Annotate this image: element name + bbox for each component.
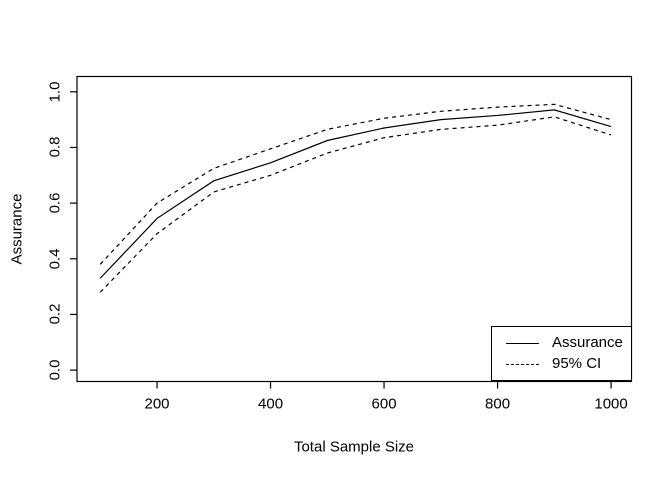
y-tick-label: 1.0 bbox=[46, 81, 64, 103]
series-line-1 bbox=[99, 103, 612, 265]
y-tick-label: 0.2 bbox=[46, 303, 64, 325]
legend-entry-assurance: Assurance bbox=[506, 334, 631, 352]
y-axis-title: Assurance bbox=[8, 193, 26, 265]
y-tick-label: 0.6 bbox=[46, 192, 64, 214]
plot-box bbox=[76, 75, 633, 383]
x-tick-label: 400 bbox=[258, 395, 284, 413]
series-line-0 bbox=[99, 109, 612, 279]
x-tick-label: 600 bbox=[371, 395, 397, 413]
y-tick-label: 0.8 bbox=[46, 137, 64, 158]
x-axis-title: Total Sample Size bbox=[293, 438, 415, 456]
series-line-2 bbox=[99, 116, 612, 293]
legend-box: Assurance 95% CI bbox=[491, 326, 632, 381]
x-tick-label: 1000 bbox=[594, 395, 628, 413]
y-tick-label: 0.0 bbox=[46, 359, 64, 381]
legend-entry-ci: 95% CI bbox=[506, 355, 631, 373]
dashed-line-sample-icon bbox=[506, 363, 539, 365]
x-tick-label: 800 bbox=[485, 395, 511, 413]
y-tick-label: 0.4 bbox=[46, 248, 64, 270]
solid-line-sample-icon bbox=[506, 342, 539, 344]
legend-label-ci: 95% CI bbox=[552, 355, 602, 372]
x-tick-label: 200 bbox=[144, 395, 170, 413]
legend-label-assurance: Assurance bbox=[552, 334, 623, 351]
